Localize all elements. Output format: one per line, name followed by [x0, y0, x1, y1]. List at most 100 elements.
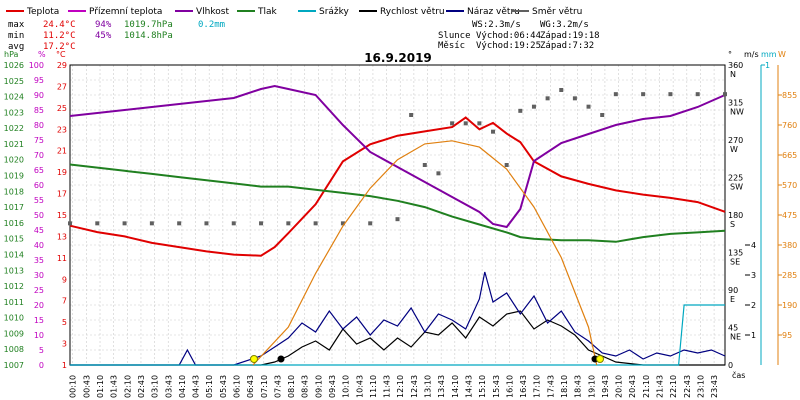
x-tick-label: 23:10	[696, 375, 705, 398]
wind-dir-point	[586, 104, 591, 109]
dir-name-label: W	[730, 145, 738, 154]
stat-min-hum: 45%	[95, 31, 112, 41]
pct-tick-label: 10	[34, 331, 44, 340]
wind-dir-point	[286, 221, 291, 226]
dir-tick-label: 45	[728, 324, 738, 333]
series-sr-ky-line	[70, 304, 725, 366]
wind-dir-point	[68, 221, 72, 226]
wm2-tick-label: 855	[782, 91, 797, 100]
x-tick-label: 20:10	[615, 375, 624, 398]
wind-dir-point	[409, 113, 414, 117]
stat-max-press: 1019.7hPa	[124, 20, 173, 30]
wind-dir-point	[149, 221, 154, 226]
legend-label: Směr větru	[532, 7, 582, 17]
dir-name-label: S	[730, 220, 735, 229]
x-tick-label: 10:10	[342, 375, 351, 398]
ms-tick-label: 3	[751, 271, 756, 280]
x-tick-label: 06:43	[246, 375, 255, 398]
dir-tick-label: 270	[728, 136, 743, 145]
wind-dir-point	[436, 171, 441, 176]
hpa-tick-label: 1018	[4, 187, 24, 196]
temp-tick-label: 11	[57, 254, 67, 263]
wm2-tick-label: 95	[782, 331, 792, 340]
temp-tick-label: 3	[62, 340, 67, 349]
hpa-tick-label: 1015	[4, 235, 24, 244]
hpa-tick-label: 1010	[4, 314, 24, 323]
x-tick-label: 08:43	[301, 375, 310, 398]
hpa-tick-label: 1022	[4, 124, 24, 133]
stat-max-rain: 0.2mm	[198, 20, 225, 30]
x-tick-label: 01:43	[110, 375, 119, 398]
x-tick-label: 07:10	[260, 375, 269, 398]
x-tick-label: 10:43	[355, 375, 364, 398]
dir-tick-label: 135	[728, 249, 743, 258]
pct-tick-label: 30	[34, 271, 44, 280]
x-tick-label: 23:43	[710, 375, 719, 398]
wm2-tick-label: 760	[782, 121, 797, 130]
wm2-tick-label: 190	[782, 301, 797, 310]
wm2-axis-label: W	[778, 50, 786, 59]
wind-dir-point	[231, 221, 236, 226]
x-tick-label: 18:10	[560, 375, 569, 398]
x-tick-label: 00:10	[69, 375, 78, 398]
stat-max-hum: 94%	[95, 20, 112, 30]
hpa-tick-label: 1016	[4, 219, 24, 228]
x-tick-label: 19:10	[587, 375, 596, 398]
stat-min-label: min	[8, 31, 24, 41]
hpa-tick-label: 1020	[4, 156, 24, 165]
hpa-tick-label: 1023	[4, 108, 24, 117]
x-tick-label: 06:10	[232, 375, 241, 398]
x-tick-label: 16:10	[505, 375, 514, 398]
legend-label: Rychlost větru	[380, 7, 445, 17]
wind-dir-point	[395, 217, 400, 222]
x-tick-label: 02:43	[137, 375, 146, 398]
x-tick-label: 09:10	[314, 375, 323, 398]
series-tlak-line	[69, 163, 726, 243]
hpa-tick-label: 1013	[4, 266, 24, 275]
x-tick-label: 22:43	[683, 375, 692, 398]
wind-dir-point	[491, 129, 496, 134]
moonset-marker	[277, 355, 285, 363]
x-tick-label: 21:43	[656, 375, 665, 398]
x-tick-label: 21:10	[642, 375, 651, 398]
moon-label: Měsíc	[438, 41, 465, 51]
stat-avg-temp: 17.2°C	[43, 42, 76, 52]
pct-tick-label: 65	[34, 166, 44, 175]
stat-max-temp: 24.4°C	[43, 20, 76, 30]
hpa-tick-label: 1011	[4, 298, 24, 307]
wind-dir-point	[600, 113, 605, 117]
temp-tick-label: 29	[57, 61, 67, 70]
temp-tick-label: 21	[57, 147, 67, 156]
wind-dir-point	[668, 92, 673, 97]
hpa-tick-label: 1007	[4, 361, 24, 370]
legend-label: Vlhkost	[196, 7, 229, 17]
x-tick-label: 14:43	[464, 375, 473, 398]
x-tick-label: 13:43	[437, 375, 446, 398]
moon-set: Západ:7:32	[540, 41, 594, 51]
dir-tick-label: 0	[728, 361, 733, 370]
pct-tick-label: 95	[34, 76, 44, 85]
wind-dir-point	[723, 92, 727, 97]
legend-label: Přízemní teplota	[89, 7, 162, 17]
wind-dir-point	[641, 92, 646, 97]
pct-tick-label: 0	[39, 361, 44, 370]
x-tick-label: 03:10	[151, 375, 160, 398]
pct-tick-label: 80	[34, 121, 44, 130]
pct-tick-label: 70	[34, 151, 44, 160]
pct-tick-label: 5	[39, 346, 44, 355]
dir-tick-label: 360	[728, 61, 743, 70]
wind-wg: WG:3.2m/s	[540, 20, 589, 30]
x-tick-label: 17:10	[533, 375, 542, 398]
x-tick-label: 08:10	[287, 375, 296, 398]
legend: Teplota Přízemní teplota Vlhkost Tlak Srážky…	[6, 7, 582, 17]
sunset-marker	[596, 355, 604, 363]
pct-tick-label: 100	[29, 61, 44, 70]
x-tick-label: 14:10	[451, 375, 460, 398]
mm-tick-label: 1	[765, 61, 770, 70]
wm2-tick-label: 285	[782, 271, 797, 280]
x-tick-label: 15:10	[478, 375, 487, 398]
temp-tick-label: 7	[62, 297, 67, 306]
pct-tick-label: 45	[34, 226, 44, 235]
temp-tick-label: 9	[62, 275, 67, 284]
ms-tick-label: 4	[751, 241, 756, 250]
